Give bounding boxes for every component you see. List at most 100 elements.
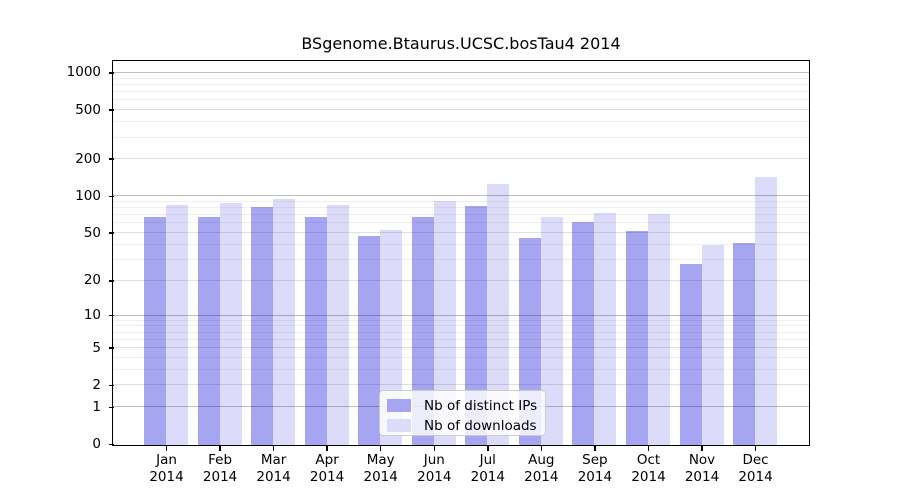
bar-distinct-ips-sep xyxy=(572,222,595,445)
chart-title: BSgenome.Btaurus.UCSC.bosTau4 2014 xyxy=(301,34,621,53)
gridline-1000 xyxy=(113,71,809,73)
x-tick-label-jul: Jul 2014 xyxy=(470,452,505,485)
bar-downloads-mar xyxy=(273,199,296,445)
gridline-minor-4 xyxy=(113,356,809,358)
gridline-minor-900 xyxy=(113,77,809,79)
gridline-5 xyxy=(113,347,809,349)
bar-downloads-aug xyxy=(540,217,563,445)
gridline-minor-90 xyxy=(113,200,809,202)
y-tick-label-5: 5 xyxy=(92,339,101,356)
gridline-minor-80 xyxy=(113,207,809,209)
gridline-minor-400 xyxy=(113,121,809,122)
y-tick-label-1000: 1000 xyxy=(66,64,101,81)
x-tick-jul xyxy=(487,446,489,451)
x-tick-jan xyxy=(165,446,168,451)
gridline-minor-300 xyxy=(113,136,809,138)
y-tick-20 xyxy=(108,280,114,282)
bar-downloads-feb xyxy=(219,202,242,445)
y-tick-500 xyxy=(108,109,114,111)
gridline-200 xyxy=(113,158,809,160)
x-tick-dec xyxy=(754,446,757,451)
x-tick-feb xyxy=(219,446,221,451)
gridline-minor-7 xyxy=(113,331,809,333)
bar-distinct-ips-mar xyxy=(251,206,274,445)
gridline-50 xyxy=(113,232,809,233)
gridline-minor-70 xyxy=(113,214,809,216)
y-tick-0 xyxy=(108,443,114,446)
bar-distinct-ips-may xyxy=(358,235,381,445)
bar-downloads-apr xyxy=(326,204,349,445)
x-tick-aug xyxy=(540,446,543,451)
bar-downloads-oct xyxy=(647,214,670,445)
bar-distinct-ips-jan xyxy=(144,217,166,445)
gridlines-layer xyxy=(113,61,809,445)
y-tick-200 xyxy=(108,158,114,160)
x-tick-label-nov: Nov 2014 xyxy=(684,452,720,485)
x-tick-label-oct: Oct 2014 xyxy=(631,452,666,485)
bar-distinct-ips-dec xyxy=(733,242,756,445)
y-tick-label-100: 100 xyxy=(75,187,101,204)
gridline-minor-600 xyxy=(113,99,809,101)
y-tick-2 xyxy=(108,384,114,387)
bar-downloads-jan xyxy=(166,205,188,445)
x-tick-nov xyxy=(701,446,703,451)
y-tick-5 xyxy=(108,347,114,349)
x-tick-jun xyxy=(433,446,435,451)
x-tick-label-may: May 2014 xyxy=(363,452,398,485)
gridline-minor-9 xyxy=(113,319,809,321)
y-tick-label-0: 0 xyxy=(92,436,101,452)
y-tick-1 xyxy=(108,406,114,408)
legend-label-downloads: Nb of downloads xyxy=(424,417,537,434)
bar-distinct-ips-feb xyxy=(197,217,220,445)
bar-downloads-nov xyxy=(701,245,724,445)
y-tick-label-20: 20 xyxy=(83,272,101,289)
bar-distinct-ips-apr xyxy=(304,217,327,445)
x-tick-label-apr: Apr 2014 xyxy=(309,452,345,485)
gridline-100 xyxy=(113,195,809,197)
bar-downloads-jun xyxy=(433,200,456,445)
plot-area: Nb of distinct IPs Nb of downloads xyxy=(112,60,810,446)
bar-downloads-jul xyxy=(487,183,510,445)
gridline-2 xyxy=(113,384,809,386)
legend-label-distinct-ips: Nb of distinct IPs xyxy=(424,397,538,414)
y-tick-label-200: 200 xyxy=(75,150,101,167)
y-tick-label-2: 2 xyxy=(92,376,101,393)
bar-distinct-ips-nov xyxy=(679,263,702,445)
gridline-minor-6 xyxy=(113,338,809,340)
y-tick-100 xyxy=(108,195,114,197)
bar-distinct-ips-jul xyxy=(465,206,488,445)
legend-entry-downloads: Nb of downloads xyxy=(387,416,545,435)
x-tick-mar xyxy=(272,446,275,451)
x-tick-apr xyxy=(326,446,328,451)
bar-distinct-ips-jun xyxy=(411,217,434,445)
y-tick-50 xyxy=(108,232,114,234)
x-tick-oct xyxy=(647,446,650,451)
x-tick-label-dec: Dec 2014 xyxy=(738,452,773,485)
gridline-minor-30 xyxy=(113,258,809,260)
gridline-minor-700 xyxy=(113,91,809,92)
gridline-minor-8 xyxy=(113,325,809,327)
gridline-minor-800 xyxy=(113,83,809,85)
x-tick-label-jan: Jan 2014 xyxy=(149,452,184,485)
x-tick-label-feb: Feb 2014 xyxy=(202,452,238,485)
bar-downloads-sep xyxy=(594,213,617,445)
legend-entry-distinct-ips: Nb of distinct IPs xyxy=(387,396,545,415)
x-tick-label-mar: Mar 2014 xyxy=(256,452,291,485)
y-tick-10 xyxy=(108,314,114,317)
gridline-20 xyxy=(113,279,809,281)
gridline-500 xyxy=(113,109,809,110)
gridline-minor-60 xyxy=(113,222,809,224)
y-tick-label-500: 500 xyxy=(75,101,101,118)
x-tick-label-aug: Aug 2014 xyxy=(524,452,559,485)
gridline-10 xyxy=(113,314,809,316)
y-tick-label-10: 10 xyxy=(83,307,101,323)
x-tick-label-sep: Sep 2014 xyxy=(577,452,613,485)
bar-distinct-ips-oct xyxy=(625,231,648,445)
x-tick-sep xyxy=(594,446,596,451)
legend-swatch-downloads xyxy=(387,419,411,432)
x-tick-may xyxy=(379,446,382,451)
legend: Nb of distinct IPs Nb of downloads xyxy=(379,390,546,436)
gridline-minor-3 xyxy=(113,368,809,370)
bars-layer xyxy=(113,61,809,445)
